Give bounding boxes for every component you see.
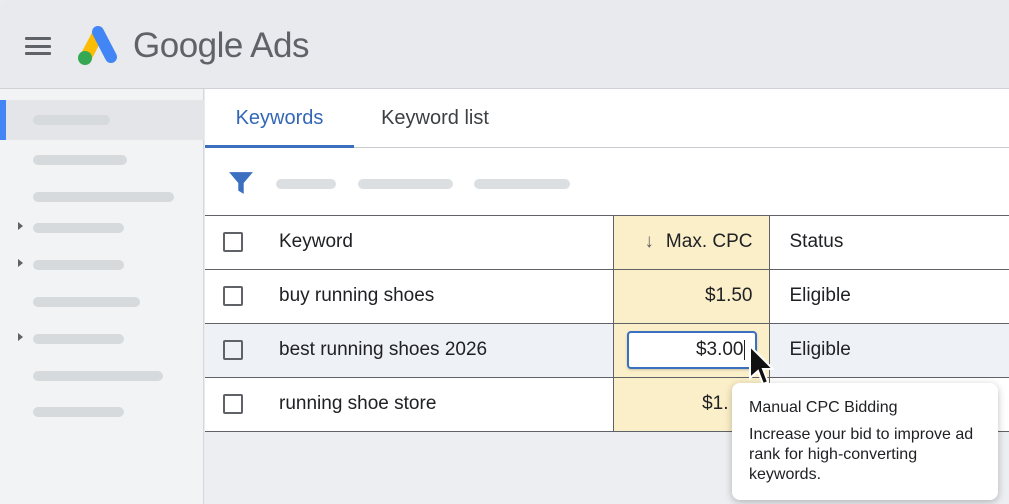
status-cell: Eligible <box>769 269 1009 324</box>
sidebar-item[interactable] <box>0 392 204 432</box>
column-header-max-cpc[interactable]: ↓ Max. CPC <box>612 216 770 270</box>
keyword-cell: best running shoes 2026 <box>261 323 613 378</box>
tooltip: Manual CPC Bidding Increase your bid to … <box>732 383 998 500</box>
column-header-keyword[interactable]: Keyword <box>261 216 613 270</box>
column-header-status[interactable]: Status <box>769 216 1009 270</box>
tooltip-body: Increase your bid to improve ad rank for… <box>749 426 974 483</box>
keyword-cell: buy running shoes <box>261 269 613 324</box>
filter-chip[interactable] <box>276 179 336 189</box>
google-ads-logo <box>78 26 117 65</box>
tab-keywords[interactable]: Keywords <box>205 89 354 148</box>
filter-chip[interactable] <box>358 179 453 189</box>
sidebar-item[interactable] <box>0 319 204 359</box>
brand-name: Google Ads <box>133 26 309 65</box>
row-checkbox[interactable] <box>223 393 243 414</box>
table-row: best running shoes 2026 $3.00 Eligible <box>205 323 1009 378</box>
sidebar-item[interactable] <box>0 177 204 217</box>
sidebar-item[interactable] <box>0 356 204 396</box>
tab-bar: Keywords Keyword list <box>205 89 1009 148</box>
sidebar-item[interactable] <box>0 100 204 140</box>
sort-down-icon: ↓ <box>644 231 654 253</box>
max-cpc-input-value: $3.00 <box>695 339 744 360</box>
app-header: Google Ads <box>0 0 1009 89</box>
row-checkbox[interactable] <box>223 285 243 306</box>
max-cpc-cell[interactable]: $1.50 <box>612 269 770 324</box>
expand-arrow-icon[interactable] <box>18 222 23 230</box>
mouse-pointer-icon <box>749 344 774 386</box>
max-cpc-input[interactable]: $3.00 <box>626 331 757 369</box>
filter-icon[interactable] <box>228 170 254 196</box>
filter-chip[interactable] <box>474 179 570 189</box>
max-cpc-value: $1. <box>702 393 729 414</box>
sidebar-item[interactable] <box>0 140 204 180</box>
filter-bar <box>205 148 1009 216</box>
hamburger-menu-icon[interactable] <box>25 37 51 55</box>
tooltip-title: Manual CPC Bidding <box>749 399 898 416</box>
max-cpc-label: Max. CPC <box>665 231 753 253</box>
sidebar-item[interactable] <box>0 282 204 322</box>
sidebar-item[interactable] <box>0 245 204 285</box>
sidebar-item[interactable] <box>0 208 204 248</box>
table-header-row: Keyword ↓ Max. CPC Status <box>205 216 1009 270</box>
expand-arrow-icon[interactable] <box>18 333 23 341</box>
tab-keyword-list[interactable]: Keyword list <box>381 107 489 129</box>
row-checkbox[interactable] <box>223 339 243 360</box>
expand-arrow-icon[interactable] <box>18 259 23 267</box>
keyword-cell: running shoe store <box>261 377 613 432</box>
status-cell: Eligible <box>769 323 1009 378</box>
sidebar <box>0 89 204 504</box>
table-row: buy running shoes $1.50 Eligible <box>205 269 1009 324</box>
select-all-checkbox[interactable] <box>223 232 243 253</box>
